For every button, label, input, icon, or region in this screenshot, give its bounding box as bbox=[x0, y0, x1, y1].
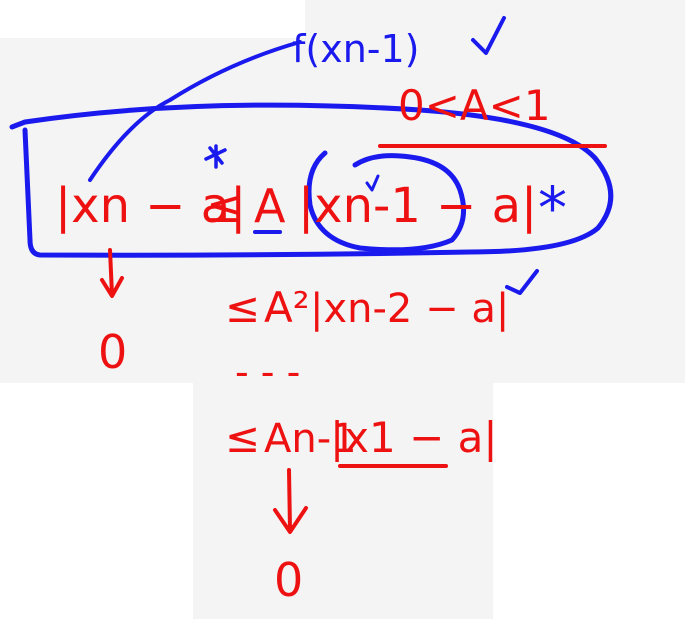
box-outline bbox=[9, 102, 614, 258]
star-left-icon bbox=[204, 144, 227, 169]
limit-left-text: 0 bbox=[98, 325, 127, 379]
coefficient-A: A bbox=[254, 179, 286, 233]
step2-le: ≤ bbox=[225, 283, 260, 332]
step-last-le: ≤ bbox=[225, 413, 260, 462]
step2-coefficient: A² bbox=[264, 283, 310, 332]
check-mark-small bbox=[365, 174, 380, 192]
note-panel-bottom bbox=[193, 380, 493, 619]
note-panel-main bbox=[0, 38, 685, 383]
circle-outline bbox=[306, 150, 467, 253]
blue-label-f: f(xn-1) bbox=[292, 27, 420, 71]
limit-bottom-text: 0 bbox=[274, 553, 303, 607]
arrow-down-left bbox=[100, 248, 124, 298]
le-sign: ≤ bbox=[206, 179, 245, 233]
star-right: * bbox=[538, 174, 567, 242]
lhs-text: |xn − a| bbox=[55, 178, 246, 234]
step-last-coefficient: An-1 bbox=[264, 416, 357, 462]
step-last-rhs: |x1 − a| bbox=[330, 413, 498, 462]
check-mark-right bbox=[505, 269, 539, 295]
ellipsis-dashes: - - - bbox=[235, 350, 300, 394]
condition-text: 0<A<1 bbox=[398, 81, 551, 130]
arrow-down-bottom bbox=[273, 468, 308, 534]
step2-rhs: |xn-2 − a| bbox=[310, 286, 509, 332]
connector-line bbox=[88, 40, 302, 182]
rhs-text: |xn-1 − a| bbox=[298, 178, 537, 234]
check-mark-top bbox=[471, 16, 506, 55]
